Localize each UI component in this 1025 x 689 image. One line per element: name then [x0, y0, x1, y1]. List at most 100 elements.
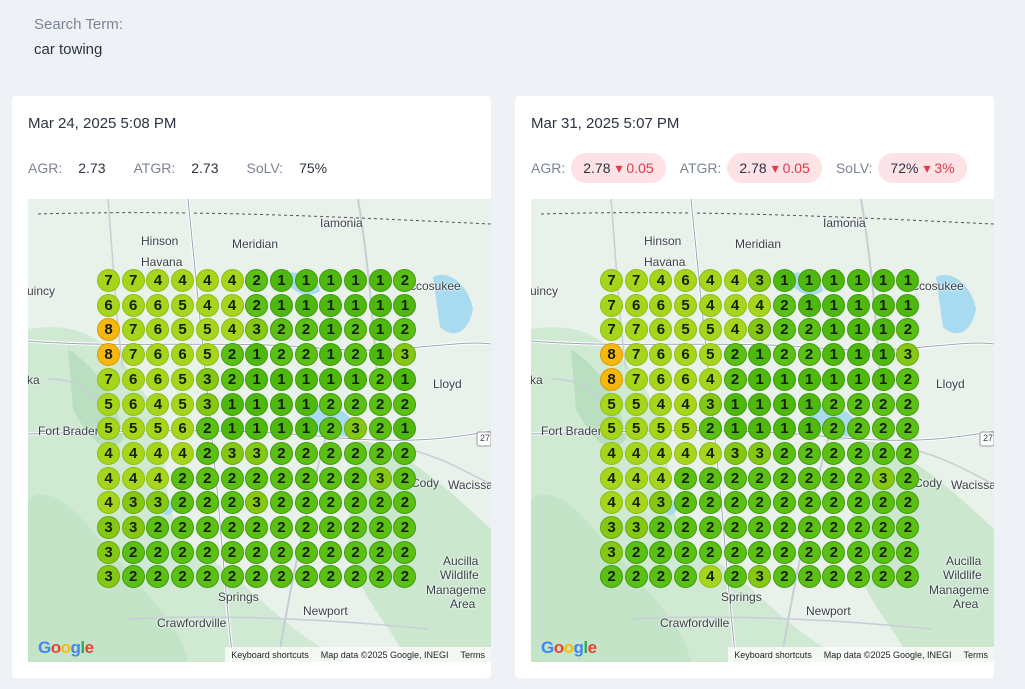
rank-pin[interactable]: 1	[772, 417, 796, 441]
rank-pin[interactable]: 1	[294, 269, 318, 292]
rank-pin[interactable]: 2	[294, 540, 318, 564]
rank-pin[interactable]: 3	[195, 367, 219, 391]
rank-pin[interactable]: 2	[220, 367, 244, 391]
rank-pin[interactable]: 4	[649, 392, 673, 416]
rank-pin[interactable]: 3	[748, 318, 772, 342]
rank-pin[interactable]: 2	[871, 491, 895, 515]
rank-pin[interactable]: 3	[649, 491, 673, 515]
rank-pin[interactable]: 2	[393, 466, 417, 490]
rank-pin[interactable]: 7	[600, 293, 623, 317]
rank-pin[interactable]: 2	[797, 441, 821, 465]
rank-pin[interactable]: 4	[723, 269, 747, 292]
rank-pin[interactable]: 3	[368, 466, 392, 490]
rank-pin[interactable]: 7	[624, 343, 648, 367]
rank-pin[interactable]: 2	[748, 491, 772, 515]
rank-pin[interactable]: 6	[674, 269, 698, 292]
rank-pin[interactable]: 2	[674, 565, 698, 589]
rank-pin[interactable]: 2	[368, 565, 392, 589]
rank-pin[interactable]: 2	[847, 466, 870, 490]
rank-pin[interactable]: 2	[319, 392, 343, 416]
rank-pin[interactable]: 2	[269, 343, 293, 367]
rank-pin[interactable]: 2	[624, 565, 648, 589]
rank-pin[interactable]: 2	[896, 367, 920, 391]
rank-pin[interactable]: 5	[97, 392, 120, 416]
rank-pin[interactable]: 2	[171, 491, 195, 515]
rank-pin[interactable]: 1	[368, 269, 392, 292]
rank-pin[interactable]: 2	[698, 491, 722, 515]
rank-pin[interactable]: 2	[896, 491, 920, 515]
rank-pin[interactable]: 2	[393, 269, 417, 292]
rank-pin[interactable]: 6	[674, 343, 698, 367]
rank-pin[interactable]: 3	[220, 441, 244, 465]
rank-pin[interactable]: 4	[723, 293, 747, 317]
rank-pin[interactable]: 1	[871, 343, 895, 367]
rank-pin[interactable]: 1	[245, 343, 269, 367]
rank-pin[interactable]: 2	[195, 441, 219, 465]
keyboard-shortcuts-link[interactable]: Keyboard shortcuts	[231, 649, 309, 660]
rank-pin[interactable]: 2	[393, 491, 417, 515]
rank-pin[interactable]: 4	[723, 318, 747, 342]
rank-pin[interactable]: 3	[600, 540, 623, 564]
rank-pin[interactable]: 1	[797, 392, 821, 416]
rank-pin[interactable]: 4	[600, 491, 623, 515]
rank-pin[interactable]: 2	[245, 466, 269, 490]
rank-pin[interactable]: 1	[797, 293, 821, 317]
rank-map[interactable]: Hinson Havana Meridian Iamonia uincy ccosukee…	[28, 199, 491, 662]
rank-pin[interactable]: 6	[649, 318, 673, 342]
rank-pin[interactable]: 1	[269, 392, 293, 416]
rank-pin[interactable]: 2	[698, 516, 722, 539]
rank-pin[interactable]: 1	[797, 417, 821, 441]
rank-pin[interactable]: 5	[121, 417, 145, 441]
rank-pin[interactable]: 3	[393, 343, 417, 367]
rank-pin[interactable]: 7	[97, 269, 120, 292]
rank-pin[interactable]: 5	[674, 318, 698, 342]
rank-pin[interactable]: 1	[748, 367, 772, 391]
rank-pin[interactable]: 6	[146, 318, 170, 342]
rank-pin[interactable]: 1	[220, 417, 244, 441]
rank-pin[interactable]: 1	[294, 392, 318, 416]
rank-pin[interactable]: 7	[600, 318, 623, 342]
rank-pin[interactable]: 2	[772, 565, 796, 589]
rank-pin[interactable]: 3	[344, 417, 367, 441]
rank-pin[interactable]: 4	[674, 441, 698, 465]
rank-pin[interactable]: 3	[245, 491, 269, 515]
rank-pin[interactable]: 1	[269, 269, 293, 292]
rank-pin[interactable]: 2	[772, 540, 796, 564]
rank-pin[interactable]: 2	[698, 540, 722, 564]
rank-pin[interactable]: 2	[294, 565, 318, 589]
rank-pin[interactable]: 2	[723, 367, 747, 391]
rank-pin[interactable]: 2	[368, 441, 392, 465]
rank-pin[interactable]: 2	[146, 540, 170, 564]
rank-pin[interactable]: 2	[847, 441, 870, 465]
rank-pin[interactable]: 2	[220, 516, 244, 539]
rank-pin[interactable]: 4	[649, 441, 673, 465]
rank-pin[interactable]: 2	[319, 441, 343, 465]
rank-pin[interactable]: 2	[723, 466, 747, 490]
rank-pin[interactable]: 1	[319, 318, 343, 342]
rank-pin[interactable]: 1	[294, 293, 318, 317]
rank-pin[interactable]: 2	[344, 565, 367, 589]
rank-pin[interactable]: 2	[344, 491, 367, 515]
rank-pin[interactable]: 7	[624, 367, 648, 391]
rank-pin[interactable]: 6	[674, 367, 698, 391]
rank-pin[interactable]: 6	[649, 343, 673, 367]
rank-pin[interactable]: 4	[220, 318, 244, 342]
rank-pin[interactable]: 8	[97, 343, 120, 367]
rank-pin[interactable]: 1	[319, 269, 343, 292]
rank-pin[interactable]: 6	[121, 367, 145, 391]
rank-pin[interactable]: 2	[772, 516, 796, 539]
rank-pin[interactable]: 4	[97, 491, 120, 515]
rank-pin[interactable]: 2	[319, 540, 343, 564]
rank-pin[interactable]: 4	[624, 441, 648, 465]
rank-pin[interactable]: 6	[146, 367, 170, 391]
rank-pin[interactable]: 6	[649, 293, 673, 317]
rank-pin[interactable]: 5	[146, 417, 170, 441]
rank-pin[interactable]: 2	[748, 540, 772, 564]
rank-pin[interactable]: 2	[896, 318, 920, 342]
rank-pin[interactable]: 2	[847, 565, 870, 589]
rank-pin[interactable]: 2	[319, 516, 343, 539]
rank-pin[interactable]: 4	[649, 466, 673, 490]
rank-pin[interactable]: 1	[797, 367, 821, 391]
rank-pin[interactable]: 6	[171, 343, 195, 367]
rank-pin[interactable]: 1	[871, 367, 895, 391]
